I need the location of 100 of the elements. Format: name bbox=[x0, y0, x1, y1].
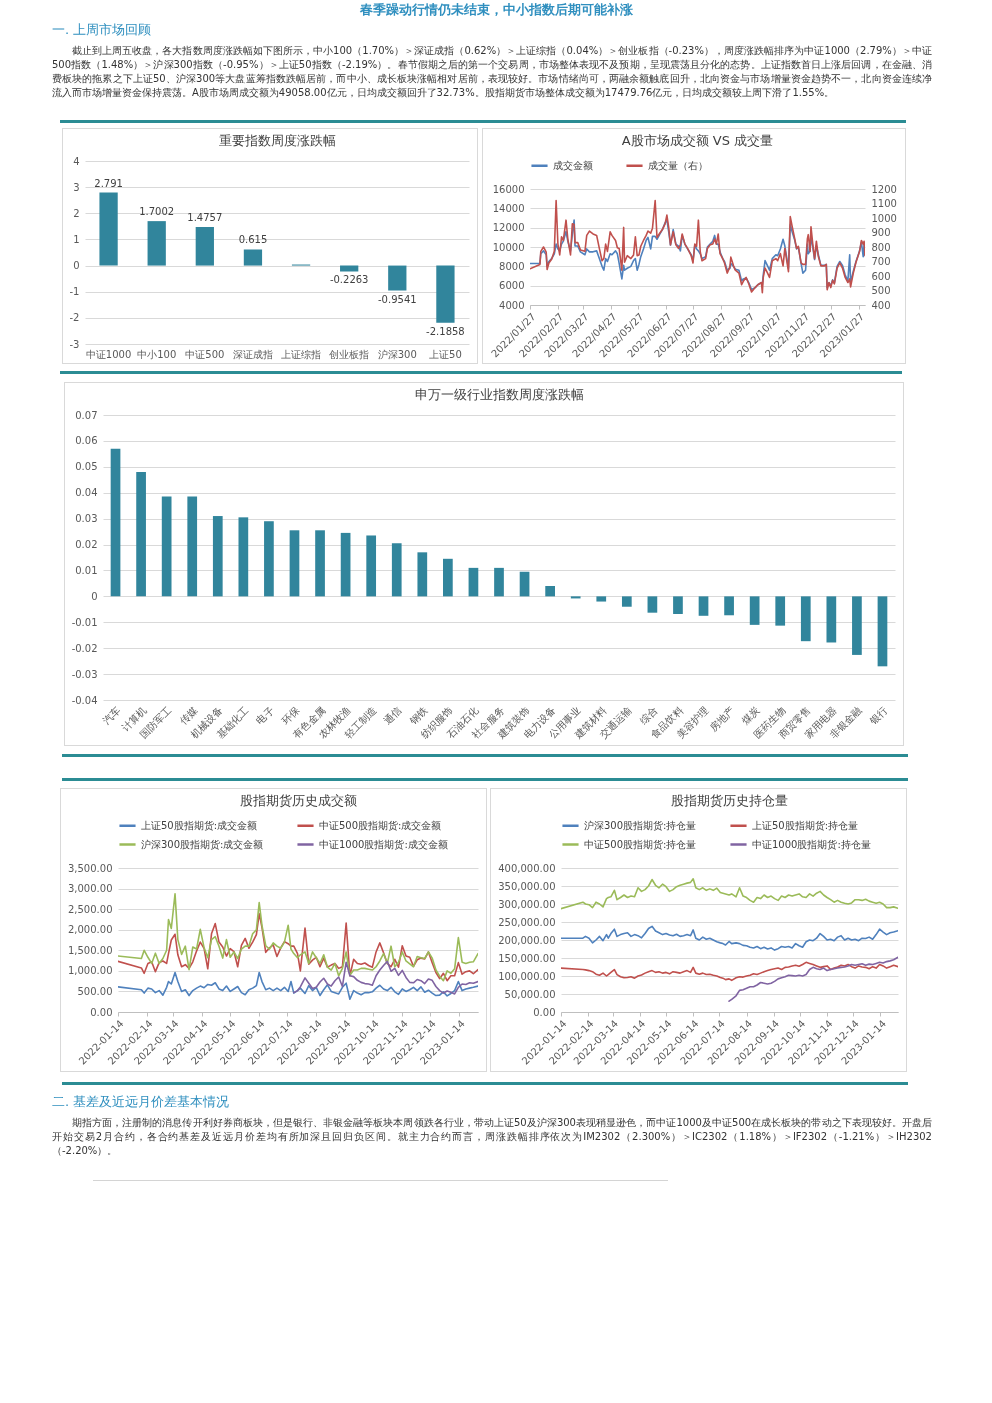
bar bbox=[570, 596, 581, 599]
y-tick-label: 0.00 bbox=[90, 1006, 113, 1018]
bar bbox=[596, 596, 607, 602]
x-tick-label: 通信 bbox=[381, 704, 404, 727]
y-tick-label: -0.02 bbox=[71, 642, 98, 654]
y-tick-label: 300,000.00 bbox=[498, 898, 556, 910]
y-tick-label: 200,000.00 bbox=[498, 934, 556, 946]
bar bbox=[621, 596, 632, 607]
y-tick-label: 1 bbox=[73, 233, 80, 245]
y-tick-label: -0.01 bbox=[71, 616, 98, 628]
legend-label: 中证500股指期货:成交金额 bbox=[319, 819, 442, 831]
line-series bbox=[561, 925, 898, 951]
y-tick-label: 3,500.00 bbox=[67, 862, 113, 874]
y-tick-label: 8000 bbox=[499, 260, 525, 272]
text: 截止到上周五收盘，各大指数周度涨跌幅如下图所示，中小100（1.70%）＞深证成指（0.62%）＞上证综指（0.04%）＞创业板指（-0.23%），周度涨跌幅排序为中证1000（2.79%）＞中证500指数（1.48%）＞沪深300指数（-0.95%）＞上证50指数（-2.19%）。春节假期之后的第一个交易周，市场整体表现不及预期，呈现震荡且分化的态势。上证指数首日上涨后回调，在金融、消费板块的拖累之下上证50、沪深300等大盘蓝筹指数跌幅居前，而中小、成长板块涨幅相对居前，表现较好。市场情绪尚可，两融余额触底回升，北向资金与市场增量资金趋势不一，北向资金连续净流入而市场增量资金保持震荡。A股市场周成交额为49058.00亿元，日均成交额回升了32.73%。股指期货市场整体成交额为17479.76亿元，日均成交额较上周下滑了1.55%。 bbox=[52, 44, 932, 100]
x-tick-label: 传媒 bbox=[177, 704, 200, 727]
x-tick-label: 中证1000 bbox=[85, 348, 132, 360]
data-label: 0.615 bbox=[238, 234, 268, 246]
y-tick-label: 500.00 bbox=[77, 985, 113, 997]
bar bbox=[852, 596, 862, 655]
y-tick-label: 2,500.00 bbox=[67, 903, 113, 915]
y-tick-label: 350,000.00 bbox=[498, 880, 556, 892]
y-tick-label: 0.06 bbox=[75, 435, 98, 447]
bar bbox=[647, 596, 658, 613]
y-tick-label: 1,500.00 bbox=[67, 944, 113, 956]
bar bbox=[243, 249, 263, 266]
bar bbox=[494, 567, 504, 597]
y-tick-label: 100,000.00 bbox=[498, 970, 556, 982]
bar bbox=[289, 530, 300, 597]
y-tick-label: 3,000.00 bbox=[67, 883, 113, 895]
bar bbox=[417, 552, 428, 597]
text: 春季躁动行情仍未结束，中小指数后期可能补涨 bbox=[358, 2, 634, 18]
bar bbox=[147, 221, 166, 266]
line-series bbox=[728, 956, 898, 1002]
line-series bbox=[530, 199, 865, 294]
legend-label: 中证1000股指期货:持仓量 bbox=[752, 838, 871, 850]
y-tick-label: 0.05 bbox=[75, 461, 98, 473]
data-label: 1.7002 bbox=[139, 206, 175, 218]
x-tick-label: 银行 bbox=[866, 704, 890, 728]
bar bbox=[698, 596, 709, 616]
y-tick-label: -2 bbox=[69, 312, 80, 324]
y-tick-label: 12000 bbox=[492, 222, 525, 234]
bar bbox=[468, 567, 479, 597]
bar bbox=[519, 571, 530, 597]
y2-tick-label: 1100 bbox=[871, 198, 897, 209]
x-tick-label: 沪深300 bbox=[377, 348, 417, 360]
x-tick-label: 中小100 bbox=[137, 348, 177, 360]
y-tick-label: -1 bbox=[69, 286, 80, 298]
y-tick-label: 4000 bbox=[499, 299, 525, 311]
y-tick-label: 10000 bbox=[492, 241, 525, 253]
line-series bbox=[561, 878, 898, 910]
y2-tick-label: 700 bbox=[871, 256, 891, 267]
text: 二. 基差及近远月价差基本情况 bbox=[52, 1094, 231, 1110]
y-tick-label: 400,000.00 bbox=[498, 862, 556, 874]
y2-tick-label: 1200 bbox=[871, 183, 897, 195]
text: 期指方面，注册制的消息传开利好券商板块，但是银行、非银金融等板块本周领跌各行业，带动上证50及沪深300表现稍显逊色，而中证1000及中证500在成长板块的带动之下表现较好。开盘后开始交易2月合约，各合约基差及近远月价差均有所加深且回归负区间。就主力合约而言，周涨跌幅排序依次为IM2302（2.300%）＞IC2302（1.18%）＞IF2302（-1.21%）＞IH2302（-2.20%）。 bbox=[52, 1116, 932, 1158]
y-tick-label: 0.07 bbox=[75, 409, 98, 421]
y-tick-label: 16000 bbox=[492, 183, 525, 195]
data-label: 2.791 bbox=[94, 177, 123, 189]
legend-label: 沪深300股指期货:成交金额 bbox=[141, 838, 264, 850]
y-tick-label: 50,000.00 bbox=[504, 988, 556, 1000]
bar bbox=[315, 530, 325, 597]
y-tick-label: 2,000.00 bbox=[67, 924, 113, 936]
bar bbox=[195, 226, 214, 266]
x-tick-label: 上证综指 bbox=[281, 348, 322, 360]
line-series bbox=[561, 961, 898, 982]
bar bbox=[366, 535, 377, 597]
chart-title: A股市场成交额 VS 成交量 bbox=[621, 133, 774, 148]
legend-label: 中证1000股指期货:成交金额 bbox=[319, 838, 448, 850]
bar bbox=[673, 596, 683, 614]
y-tick-label: 1,000.00 bbox=[67, 965, 113, 977]
bar bbox=[826, 596, 837, 643]
data-label: -2.1858 bbox=[426, 325, 465, 337]
bar bbox=[391, 543, 402, 597]
data-label: -0.2263 bbox=[329, 274, 369, 286]
line-series bbox=[118, 971, 478, 1001]
y-tick-label: -3 bbox=[69, 338, 80, 350]
bar bbox=[800, 596, 811, 642]
y-tick-label: 0.00 bbox=[533, 1006, 556, 1018]
y-tick-label: -0.04 bbox=[71, 694, 98, 706]
x-tick-label: 电子 bbox=[254, 704, 276, 727]
bar bbox=[99, 192, 118, 266]
bar bbox=[212, 516, 223, 597]
bar bbox=[877, 596, 888, 667]
bar bbox=[749, 596, 760, 625]
y-tick-label: 3 bbox=[73, 181, 80, 193]
y-tick-label: 6000 bbox=[499, 280, 525, 292]
legend-label: 上证50股指期货:成交金额 bbox=[141, 819, 258, 831]
legend-label: 上证50股指期货:持仓量 bbox=[752, 819, 859, 831]
line-series bbox=[118, 893, 478, 982]
y-tick-label: 14000 bbox=[492, 202, 525, 214]
data-label: 1.4757 bbox=[187, 211, 223, 223]
y-tick-label: 0.03 bbox=[75, 513, 98, 525]
y-tick-label: 2 bbox=[73, 207, 80, 219]
x-tick-label: 深证成指 bbox=[232, 348, 273, 360]
bar bbox=[388, 265, 407, 291]
bar bbox=[545, 586, 555, 597]
line-series bbox=[292, 960, 478, 995]
y-tick-label: 250,000.00 bbox=[498, 916, 556, 928]
y-tick-label: 150,000.00 bbox=[498, 952, 556, 964]
